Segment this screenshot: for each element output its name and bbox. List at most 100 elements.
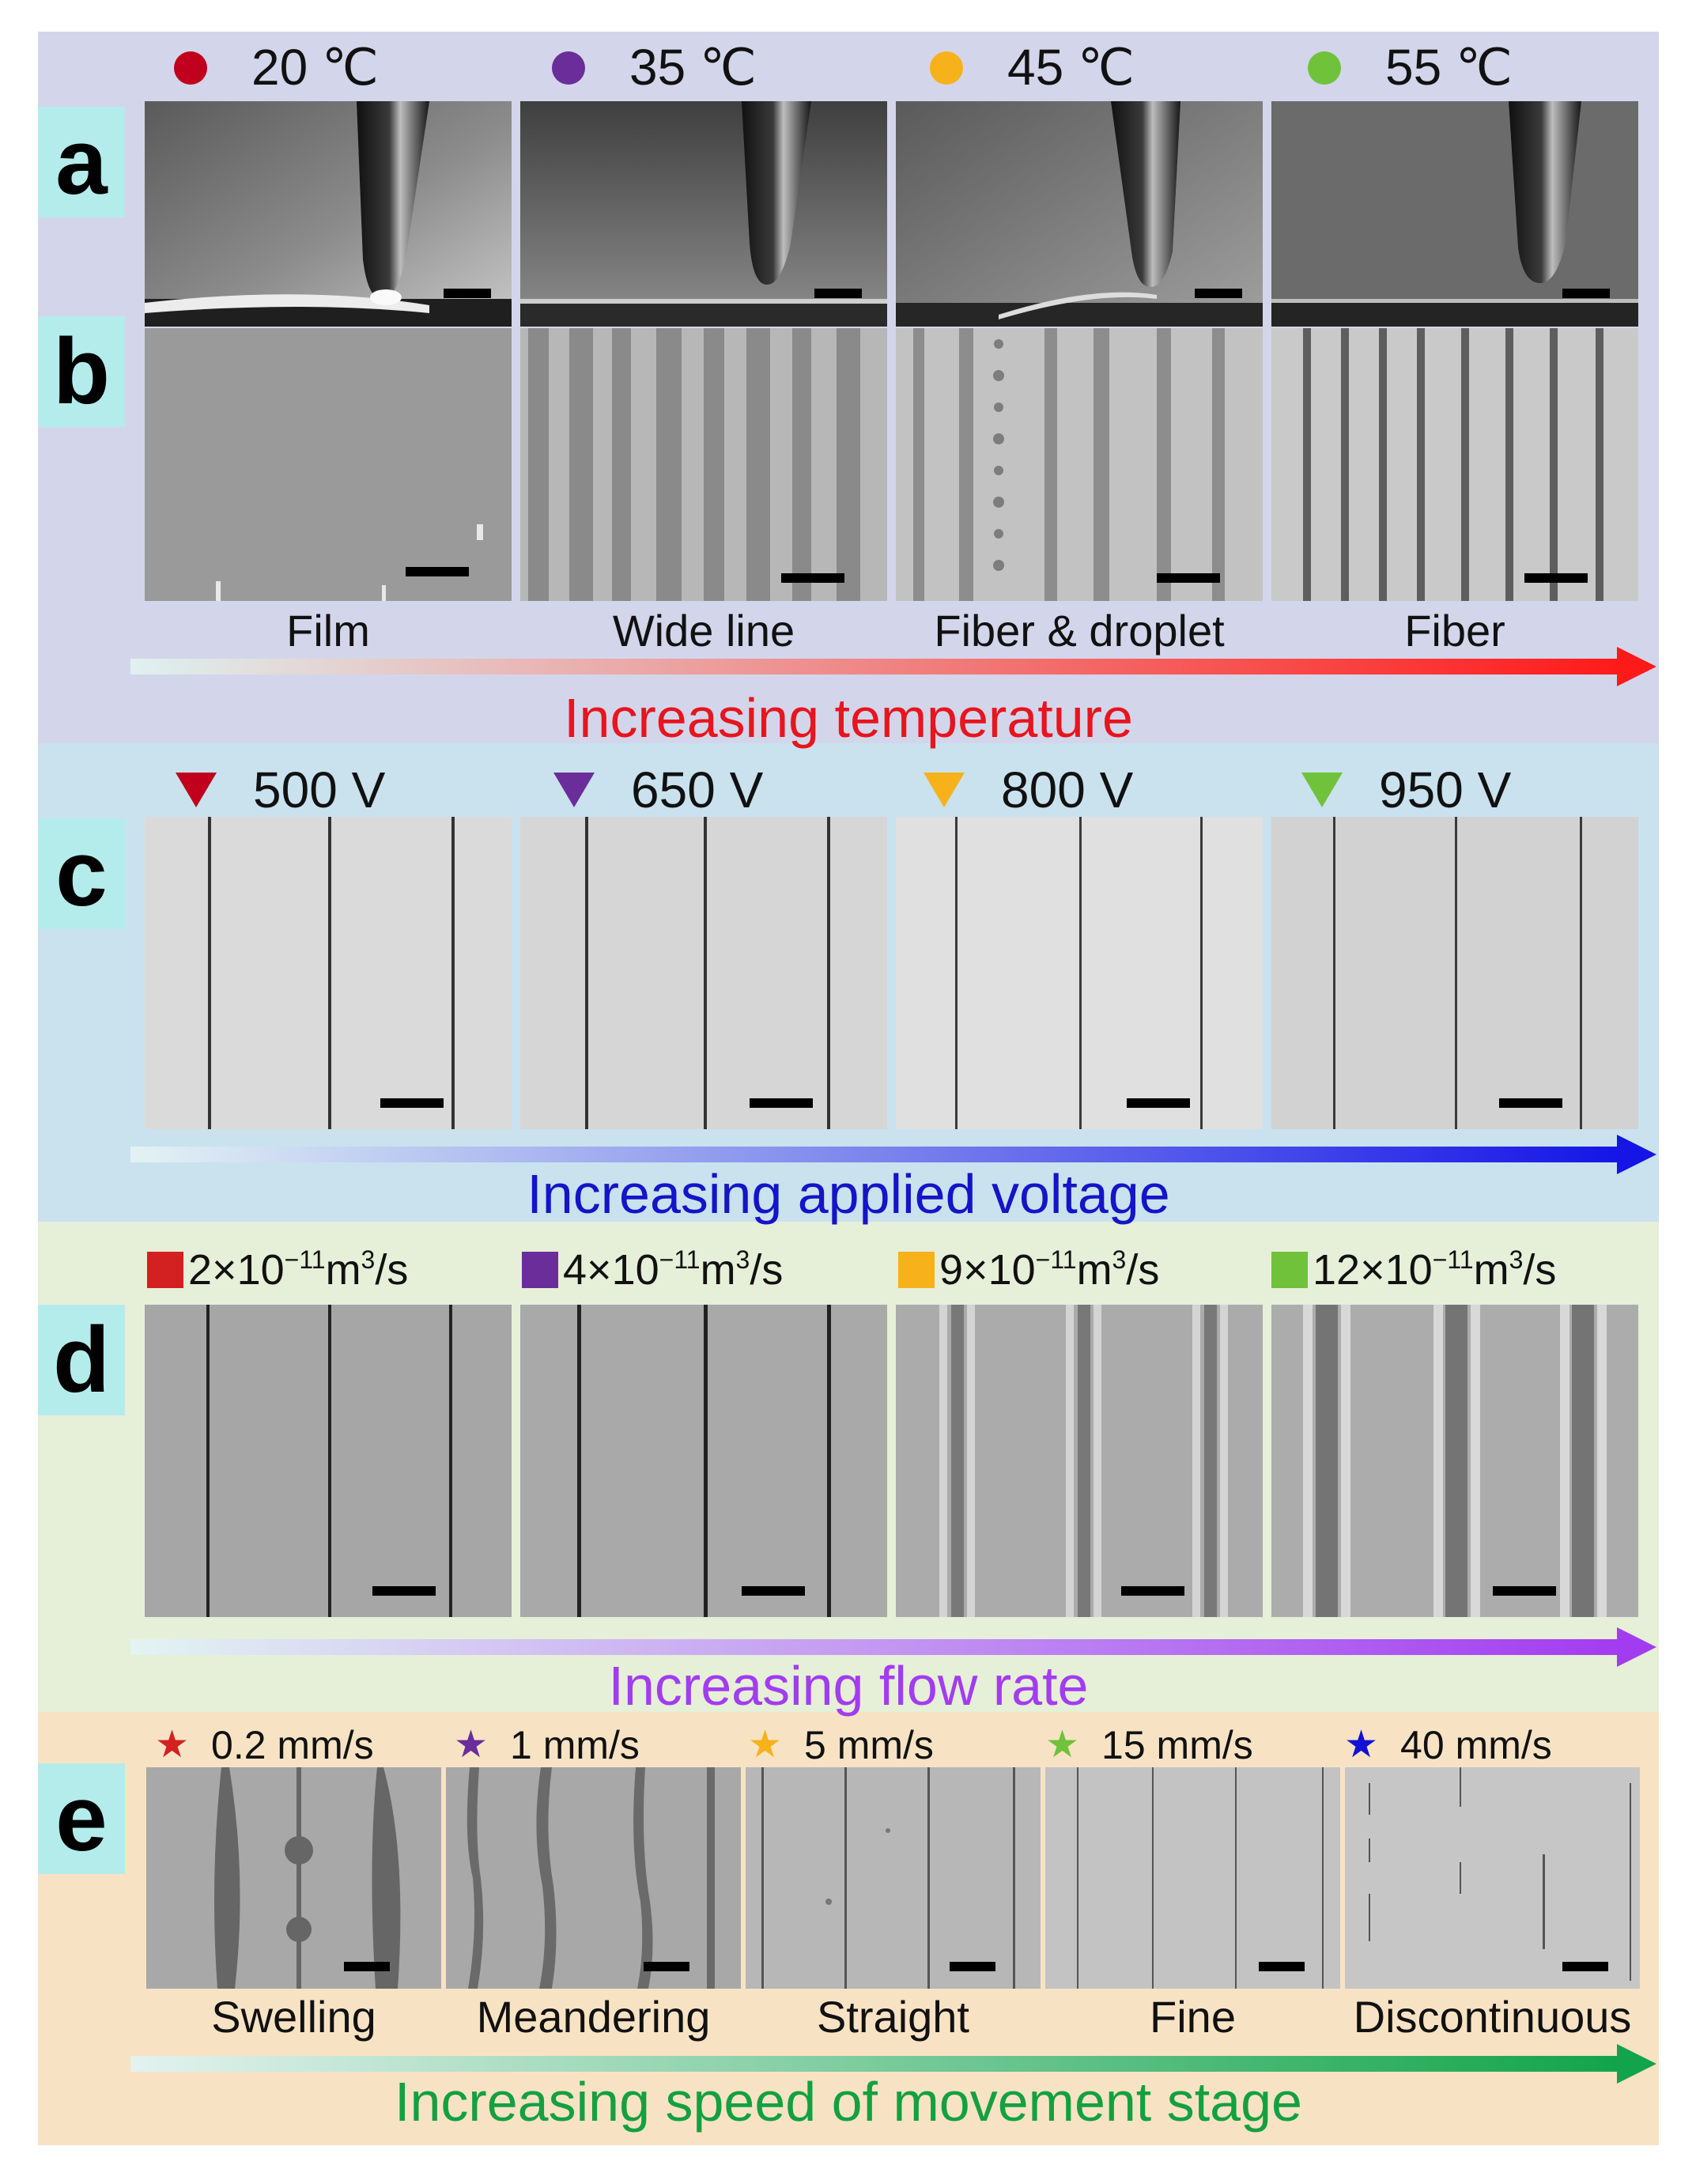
morphology-fiber: Fiber: [1404, 606, 1505, 656]
speed-image-straight: [746, 1767, 1041, 1989]
voltage-marker-4: [1301, 773, 1343, 807]
speed-image-meandering: [446, 1767, 741, 1989]
fiber-droplet-image: [896, 328, 1263, 601]
scale-bar: [781, 573, 844, 583]
scale-bar: [950, 1962, 995, 1971]
speed-label-3: 5 mm/s: [804, 1723, 934, 1767]
scale-bar: [742, 1586, 805, 1596]
voltage-header-3: 800 V: [924, 761, 1133, 819]
scale-bar: [1121, 1586, 1184, 1596]
morphology-straight: Straight: [817, 1992, 969, 2042]
temp-label-4: 55 ℃: [1385, 39, 1513, 96]
flow-header-4: 12 ×10 −11 m 3 /s: [1271, 1245, 1556, 1294]
voltage-marker-3: [924, 773, 965, 807]
scale-bar: [444, 289, 491, 298]
speed-header-2: ★ 1 mm/s: [454, 1722, 640, 1768]
speed-label-1: 0.2 mm/s: [211, 1723, 374, 1767]
flow-marker-2: [522, 1252, 558, 1288]
panel-letter-e: e: [38, 1763, 125, 1874]
panel-letter-d: d: [38, 1305, 125, 1415]
flow-header-1: 2 ×10 −11 m 3 /s: [147, 1245, 408, 1294]
morphology-discontinuous: Discontinuous: [1353, 1992, 1632, 2042]
morphology-fine: Fine: [1150, 1992, 1236, 2042]
flow-exp-4: −11: [1432, 1245, 1474, 1274]
scale-bar: [372, 1586, 436, 1596]
flow-unit-m-2: m: [700, 1246, 736, 1294]
speed-header-5: ★ 40 mm/s: [1344, 1722, 1552, 1768]
temp-marker-4: [1308, 51, 1341, 85]
flow-unit-s-4: /s: [1523, 1246, 1557, 1294]
flow-unit-m-1: m: [325, 1246, 361, 1294]
flow-exp-2: −11: [659, 1245, 701, 1274]
scale-bar: [1127, 1098, 1190, 1108]
flow-coef-3: 9: [939, 1246, 964, 1294]
scale-bar: [406, 567, 469, 576]
star-icon: ★: [155, 1724, 190, 1766]
scale-bar: [750, 1098, 813, 1108]
flow-marker-4: [1271, 1252, 1308, 1288]
voltage-image-500v: [145, 817, 512, 1129]
nozzle-image-55c: [1271, 101, 1638, 327]
flow-unit-s-2: /s: [750, 1246, 784, 1294]
scale-bar: [1524, 573, 1588, 583]
speed-label-2: 1 mm/s: [510, 1723, 640, 1767]
scale-bar: [380, 1098, 444, 1108]
flow-exp-3: −11: [1035, 1245, 1077, 1274]
nozzle-image-45c: [896, 101, 1263, 327]
scale-bar: [1562, 289, 1610, 298]
flow-coef-2: 4: [563, 1246, 587, 1294]
flow-unit-sup-2: 3: [735, 1245, 750, 1274]
voltage-label-2: 650 V: [631, 761, 764, 818]
star-icon: ★: [1045, 1724, 1080, 1766]
panel-letter-b: b: [38, 316, 125, 427]
temp-label-2: 35 ℃: [629, 39, 757, 96]
temperature-axis-label: Increasing temperature: [564, 687, 1133, 749]
flow-marker-1: [147, 1252, 183, 1288]
temp-header-3: 45 ℃: [930, 38, 1135, 97]
flow-unit-sup-3: 3: [1112, 1245, 1127, 1274]
voltage-marker-1: [176, 773, 217, 807]
morphology-wide-line: Wide line: [612, 606, 795, 656]
speed-header-1: ★ 0.2 mm/s: [155, 1722, 374, 1768]
voltage-marker-2: [553, 773, 595, 807]
speed-label-5: 40 mm/s: [1400, 1723, 1552, 1767]
speed-image-swelling: [146, 1767, 441, 1989]
voltage-image-950v: [1271, 817, 1638, 1129]
flow-coef-1: 2: [188, 1246, 213, 1294]
voltage-header-1: 500 V: [176, 761, 385, 819]
voltage-image-800v: [896, 817, 1263, 1129]
scale-bar: [344, 1962, 390, 1971]
voltage-label-1: 500 V: [253, 761, 386, 818]
scale-bar: [1562, 1962, 1608, 1971]
temp-marker-2: [552, 51, 585, 85]
flow-image-4: [520, 1305, 887, 1617]
fiber-image: [1271, 328, 1638, 601]
speed-header-3: ★ 5 mm/s: [748, 1722, 934, 1768]
flow-coef-4: 12: [1313, 1246, 1361, 1294]
flow-times-2: ×10: [587, 1246, 659, 1294]
voltage-arrow: [130, 1135, 1656, 1174]
speed-label-4: 15 mm/s: [1101, 1723, 1253, 1767]
scale-bar: [814, 289, 862, 298]
voltage-label-3: 800 V: [1001, 761, 1134, 818]
flow-header-3: 9 ×10 −11 m 3 /s: [898, 1245, 1159, 1294]
morphology-meandering: Meandering: [476, 1992, 711, 2042]
temp-label-3: 45 ℃: [1007, 39, 1135, 96]
flow-times-1: ×10: [212, 1246, 285, 1294]
flow-header-2: 4 ×10 −11 m 3 /s: [522, 1245, 783, 1294]
speed-axis-label: Increasing speed of movement stage: [395, 2071, 1302, 2133]
flow-times-3: ×10: [963, 1246, 1036, 1294]
panel-letter-a: a: [38, 107, 125, 217]
flow-times-4: ×10: [1360, 1246, 1433, 1294]
flow-unit-s-3: /s: [1126, 1246, 1160, 1294]
star-icon: ★: [748, 1724, 783, 1766]
film-image: [145, 328, 512, 601]
temp-header-1: 20 ℃: [174, 38, 379, 97]
scale-bar: [1195, 289, 1242, 298]
temp-marker-3: [930, 51, 963, 85]
temp-label-1: 20 ℃: [251, 39, 379, 96]
flow-image-12: [1271, 1305, 1638, 1617]
speed-image-discontinuous: [1345, 1767, 1640, 1989]
voltage-image-650v: [520, 817, 887, 1129]
temp-marker-1: [174, 51, 207, 85]
